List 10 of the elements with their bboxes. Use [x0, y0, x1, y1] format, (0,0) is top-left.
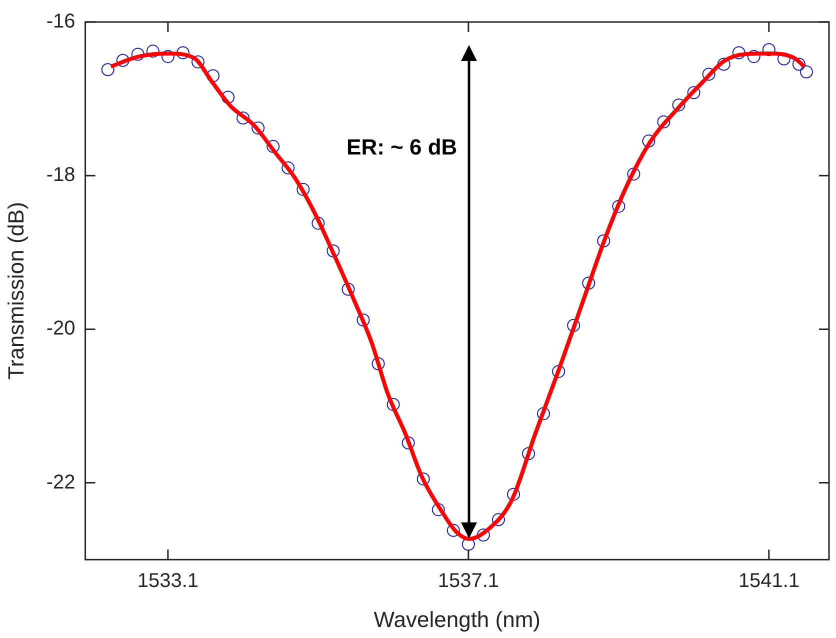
x-axis-title: Wavelength (nm) [374, 606, 540, 632]
y-tick-label: -16 [46, 10, 76, 33]
annotation: ER: ~ 6 dB [346, 134, 458, 160]
y-axis-title: Transmission (dB) [3, 202, 28, 380]
y-tick-label: -20 [46, 318, 76, 340]
y-tick-label: -22 [46, 471, 76, 494]
x-tick-label: 1541.1 [738, 570, 800, 592]
x-tick-label: 1537.1 [438, 570, 500, 592]
y-tick-label: -18 [46, 164, 76, 186]
x-tick-label: 1533.1 [137, 570, 199, 592]
